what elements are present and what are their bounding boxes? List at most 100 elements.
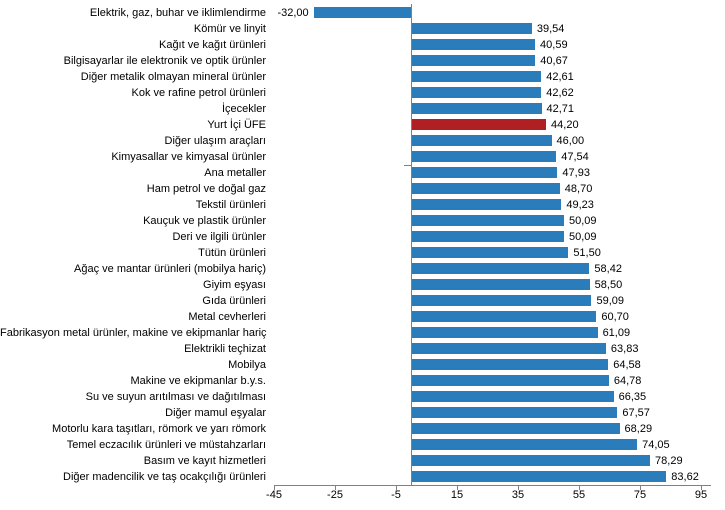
value-label: 63,83: [610, 343, 639, 355]
value-label: -32,00: [277, 7, 309, 19]
value-label: 50,09: [569, 215, 597, 227]
value-label: 47,54: [561, 151, 589, 163]
value-label: 42,71: [546, 103, 575, 115]
category-label: Fabrikasyon metal ürünler, makine ve eki…: [0, 327, 267, 339]
bar: [411, 135, 552, 146]
value-label: 58,42: [594, 263, 622, 275]
value-label: 67,57: [622, 407, 650, 419]
bar: [411, 55, 536, 66]
bar: [411, 407, 618, 418]
highlight-bar: [411, 119, 547, 130]
category-label: Gıda ürünleri: [202, 295, 266, 307]
bar: [411, 167, 558, 178]
bar: [411, 39, 536, 50]
bar: [411, 391, 614, 402]
value-label: 58,50: [594, 279, 623, 291]
category-label: Bilgisayarlar ile elektronik ve optik ür…: [63, 55, 266, 67]
value-label: 83,62: [671, 471, 699, 483]
category-label: Su ve suyun arıtılması ve dağıtılması: [85, 391, 266, 403]
category-label: Basım ve kayıt hizmetleri: [143, 455, 266, 467]
bar: [411, 23, 532, 34]
value-axis-tick: [274, 486, 275, 490]
bar: [411, 231, 565, 242]
bar: [411, 359, 609, 370]
category-label: Yurt İçi ÜFE: [207, 119, 266, 131]
value-axis-tick-label: 15: [450, 489, 464, 501]
value-label: 49,23: [566, 199, 594, 211]
category-label: Kauçuk ve plastik ürünler: [143, 215, 266, 227]
category-label: Tütün ürünleri: [198, 247, 266, 259]
value-label: 59,09: [596, 295, 624, 307]
bar: [411, 439, 638, 450]
bar: [313, 7, 412, 18]
category-label: Kok ve rafine petrol ürünleri: [131, 87, 266, 99]
category-label: Kağıt ve kağıt ürünleri: [158, 39, 266, 51]
bar: [411, 423, 620, 434]
value-label: 42,61: [546, 71, 574, 83]
value-axis-tick: [335, 486, 336, 490]
bar: [411, 183, 560, 194]
category-label: Ağaç ve mantar ürünleri (mobilya hariç): [74, 263, 266, 275]
bar: [411, 215, 565, 226]
value-label: 64,58: [613, 359, 641, 371]
bar: [411, 327, 598, 338]
bar: [411, 471, 667, 482]
category-label: Ham petrol ve doğal gaz: [146, 183, 266, 195]
value-axis-tick: [518, 486, 519, 490]
bar: [411, 279, 590, 290]
value-axis-tick: [640, 486, 641, 490]
value-axis-tick-label: -25: [327, 489, 343, 501]
value-label: 74,05: [642, 439, 670, 451]
category-label: Diğer madencilik ve taş ocakçılığı ürünl…: [63, 471, 266, 483]
bar: [411, 103, 542, 114]
category-label: Mobilya: [228, 359, 266, 371]
value-label: 39,54: [536, 23, 565, 35]
category-label: Kimyasallar ve kimyasal ürünler: [111, 151, 266, 163]
category-label: Diğer ulaşım araçları: [164, 135, 266, 147]
bar: [411, 199, 562, 210]
value-label: 64,78: [613, 375, 642, 387]
value-label: 66,35: [618, 391, 647, 403]
category-axis-line: [411, 4, 412, 485]
category-label: Ana metaller: [204, 167, 266, 179]
bar: [411, 71, 542, 82]
value-axis-tick-label: 75: [633, 489, 647, 501]
value-axis-tick-label: 35: [511, 489, 525, 501]
bar: [411, 311, 597, 322]
category-label: Kömür ve linyit: [193, 23, 266, 35]
value-axis-line: [274, 485, 711, 486]
value-label: 44,20: [551, 119, 579, 131]
value-axis-tick-label: 95: [694, 489, 708, 501]
bar: [411, 151, 557, 162]
category-label: Giyim eşyası: [203, 279, 266, 291]
value-axis-tick-label: 55: [572, 489, 586, 501]
bar: [411, 343, 606, 354]
category-label: Makine ve ekipmanlar b.y.s.: [130, 375, 266, 387]
category-label: Temel eczacılık ürünleri ve müstahzarlar…: [66, 439, 266, 451]
category-label: Diğer mamul eşyalar: [165, 407, 266, 419]
value-label: 78,29: [655, 455, 683, 467]
value-label: 40,67: [540, 55, 568, 67]
category-axis-tick: [404, 165, 411, 166]
category-label: Metal cevherleri: [188, 311, 266, 323]
bar: [411, 375, 609, 386]
value-axis-tick: [579, 486, 580, 490]
value-label: 61,09: [602, 327, 631, 339]
bar: [411, 263, 590, 274]
value-label: 60,70: [601, 311, 629, 323]
value-label: 40,59: [540, 39, 568, 51]
value-axis-tick: [457, 486, 458, 490]
category-label: Diğer metalik olmayan mineral ürünler: [80, 71, 266, 83]
category-label: İçecekler: [221, 103, 266, 115]
value-axis-tick-label: -5: [391, 489, 401, 501]
value-label: 47,93: [562, 167, 590, 179]
bar: [411, 295, 592, 306]
value-axis-tick: [396, 486, 397, 490]
category-label: Elektrik, gaz, buhar ve iklimlendirme: [89, 7, 266, 19]
value-label: 46,00: [556, 135, 585, 147]
bar: [411, 87, 542, 98]
category-label: Motorlu kara taşıtları, römork ve yarı r…: [52, 423, 266, 435]
category-label: Deri ve ilgili ürünler: [172, 231, 266, 243]
